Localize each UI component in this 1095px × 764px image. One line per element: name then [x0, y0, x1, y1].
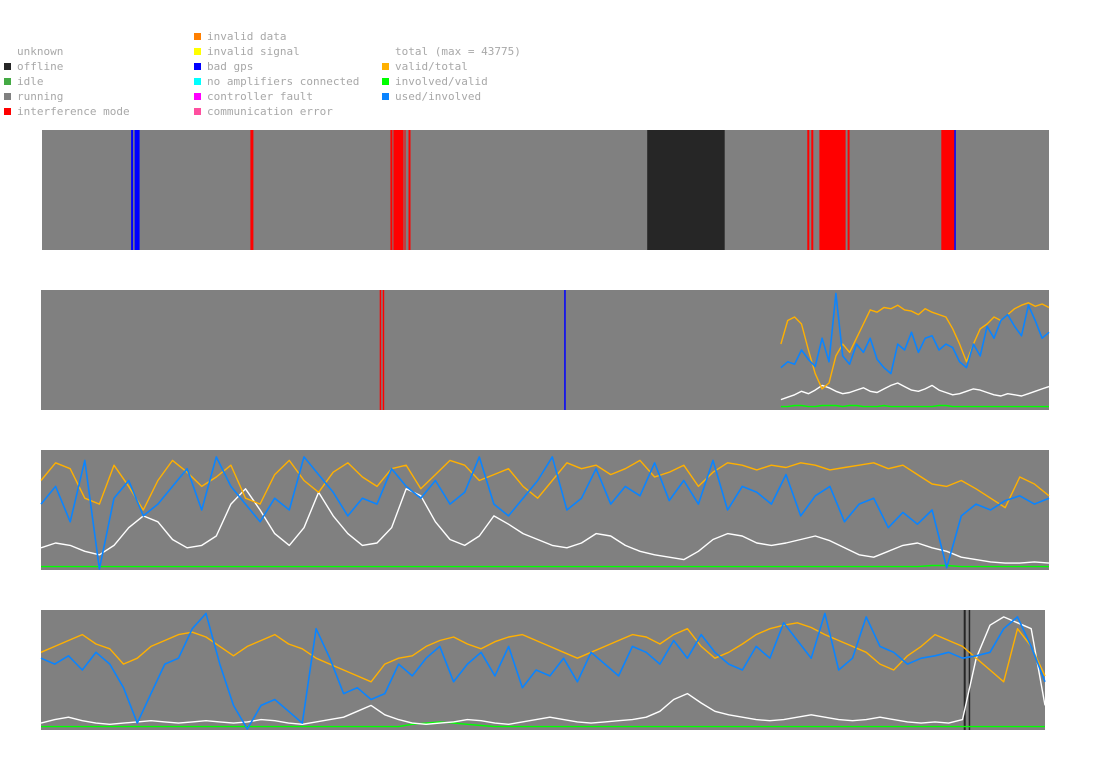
legend-label: idle: [17, 75, 44, 88]
legend-swatch: [194, 33, 201, 40]
legend-label: running: [17, 90, 64, 103]
status-segment-interference: [847, 130, 850, 250]
legend-label: controller fault: [207, 90, 313, 103]
legend-swatch: [4, 78, 11, 85]
legend-label: used/involved: [395, 90, 482, 103]
legend-swatch: [4, 108, 11, 115]
legend-swatch: [194, 93, 201, 100]
status-segment-offline: [968, 610, 971, 730]
chart-panel-4: [40, 610, 1046, 730]
status-segment-interference: [819, 130, 846, 250]
chart-panel-2: [41, 290, 1050, 410]
legend-label: invalid data: [207, 30, 287, 43]
status-segment-interference: [379, 290, 382, 410]
status-segment-interference: [807, 130, 810, 250]
legend-label: involved/valid: [395, 75, 488, 88]
status-segment-bad-gps: [564, 290, 566, 410]
chart-panel-3: [40, 450, 1050, 570]
panel-background: [41, 610, 1045, 730]
series-line-involved-valid: [41, 721, 1045, 728]
status-segment-bad-gps: [954, 130, 956, 250]
legend-label: interference mode: [17, 105, 130, 118]
panel-background: [42, 130, 1049, 250]
legend-swatch: [194, 48, 201, 55]
status-segment-bad-gps: [134, 130, 140, 250]
status-segment-offline: [647, 130, 725, 250]
status-segment-interference: [408, 130, 411, 250]
legend-label: total (max = 43775): [395, 45, 521, 58]
panel-background: [41, 290, 1049, 410]
series-line-total: [40, 616, 1046, 725]
legend-label: invalid signal: [207, 45, 300, 58]
status-segment-interference: [390, 130, 393, 250]
legend-swatch: [382, 78, 389, 85]
status-segment-interference: [404, 130, 406, 250]
status-segment-interference: [811, 130, 814, 250]
legend-swatch: [194, 63, 201, 70]
legend-swatch: [194, 108, 201, 115]
legend-label: offline: [17, 60, 64, 73]
status-segment-interference: [382, 290, 385, 410]
status-segment-bad-gps: [131, 130, 134, 250]
legend-label: communication error: [207, 105, 333, 118]
status-segment-offline: [963, 610, 966, 730]
series-line-involved-valid: [780, 404, 1049, 408]
legend-swatch: [194, 78, 201, 85]
status-segment-interference: [941, 130, 955, 250]
status-segment-interference: [393, 130, 404, 250]
legend-swatch: [382, 93, 389, 100]
series-line-involved-valid: [41, 564, 1049, 568]
status-segment-interference: [250, 130, 254, 250]
series-line-used-involved: [780, 292, 1050, 375]
legend-swatch: [4, 93, 11, 100]
series-line-total: [40, 488, 1050, 564]
series-line-valid-total: [40, 622, 1046, 683]
chart-panel-1: [42, 130, 1049, 250]
legend-label: no amplifiers connected: [207, 75, 360, 88]
legend-swatch: [4, 63, 11, 70]
legend-label: bad gps: [207, 60, 254, 73]
legend-swatch: [382, 63, 389, 70]
legend-label: valid/total: [395, 60, 468, 73]
legend-label: unknown: [17, 45, 64, 58]
series-line-used-involved: [40, 456, 1050, 570]
series-line-used-involved: [40, 612, 1046, 730]
